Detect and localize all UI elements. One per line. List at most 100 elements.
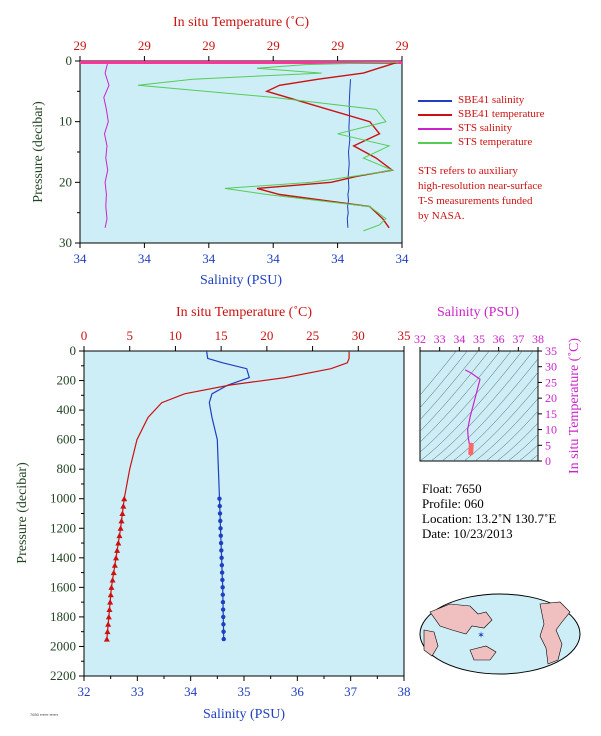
lower-y-tick-label: 1200 <box>50 520 76 535</box>
upper-plot-area <box>79 60 403 244</box>
float-info: Float: 7650 Profile: 060 Location: 13.2˚… <box>422 481 597 541</box>
world-map: ✶ <box>419 593 581 675</box>
footer-small-text: 7650 ▪▪▪▪▪▪ ▪▪▪▪▪▪ <box>30 712 59 717</box>
salinity-point <box>220 577 225 583</box>
ts-deep-point <box>468 442 474 448</box>
upper-y-tick-label: 10 <box>59 114 72 129</box>
salinity-point <box>221 622 226 627</box>
legend-swatch <box>418 142 452 144</box>
temperature-point <box>103 636 110 642</box>
density-contour <box>420 351 457 396</box>
density-contour <box>496 422 538 461</box>
lower-y-tick-label: 1800 <box>50 609 76 624</box>
upper-legend: SBE41 salinity SBE41 temperature STS sal… <box>418 94 598 154</box>
ts-right-tick-label: 15 <box>545 407 557 421</box>
upper-bottom-tick-label: 34 <box>202 251 216 266</box>
salinity-point <box>221 629 226 634</box>
note-line: high-resolution near-surface <box>418 180 543 192</box>
ts-top-axis-label: Salinity (PSU) <box>437 305 519 320</box>
note-line: T-S measurements funded <box>418 195 533 207</box>
temperature-point <box>107 599 114 605</box>
ts-top-tick-label: 34 <box>453 332 465 346</box>
lower-top-tick-label: 10 <box>169 328 182 343</box>
legend-label: SBE41 salinity <box>458 94 525 106</box>
temperature-point <box>116 532 123 539</box>
lower-y-tick-label: 0 <box>70 343 77 358</box>
lower-y-tick-label: 200 <box>57 373 77 388</box>
lower-bottom-tick-label: 35 <box>238 684 251 699</box>
ts-right-tick-label: 0 <box>545 454 551 468</box>
salinity-point <box>219 555 224 561</box>
temperature-point <box>121 495 128 502</box>
density-contour <box>463 385 538 461</box>
lower-bottom-tick-label: 36 <box>291 684 305 699</box>
upper-y-tick-label: 20 <box>59 174 72 189</box>
density-contour <box>420 351 501 443</box>
density-contour <box>485 410 538 461</box>
density-contour <box>430 351 534 461</box>
density-contour <box>529 454 538 461</box>
ts-right-tick-label: 35 <box>545 344 557 358</box>
salinity-point <box>219 563 225 568</box>
density-contour <box>518 444 538 461</box>
temperature-point <box>105 613 112 620</box>
ts-right-tick-label: 10 <box>545 423 557 437</box>
density-contour <box>420 351 468 409</box>
ts-top-tick-label: 33 <box>434 332 446 346</box>
salinity-point <box>221 614 226 620</box>
map-land-americas <box>539 601 571 665</box>
lower-chart: 32 33 34 35 36 37 38 0 5 10 15 20 25 30 35 0 200 400 600 80… <box>15 305 411 722</box>
salinity-point <box>217 503 222 509</box>
lower-top-tick-label: 20 <box>260 328 273 343</box>
temperature-point <box>118 517 125 524</box>
temperature-point <box>108 584 115 590</box>
salinity-point <box>220 592 226 597</box>
lower-top-tick-label: 5 <box>126 328 133 343</box>
note-line: STS refers to auxiliary <box>418 165 518 177</box>
salinity-point <box>218 518 223 524</box>
temperature-point <box>119 510 126 516</box>
lower-y-tick-label: 600 <box>57 432 77 447</box>
legend-swatch <box>418 128 452 130</box>
upper-bottom-axis-label: Salinity (PSU) <box>200 273 282 288</box>
temperature-point <box>104 628 111 635</box>
upper-top-tick-label: 29 <box>396 38 409 53</box>
temperature-point <box>107 591 114 598</box>
map-float-marker: ✶ <box>477 631 485 641</box>
temperature-point <box>110 569 117 576</box>
density-contour <box>420 351 512 453</box>
legend-label: SBE41 temperature <box>458 108 545 120</box>
salinity-point <box>218 540 224 546</box>
lower-top-tick-label: 15 <box>215 328 228 343</box>
upper-bottom-tick-label: 34 <box>74 251 88 266</box>
upper-bottom-tick-label: 34 <box>267 251 281 266</box>
map-land-africa <box>423 629 439 657</box>
salinity-point <box>219 548 224 553</box>
temperature-point <box>120 503 127 509</box>
density-contour <box>474 398 538 461</box>
lower-y-tick-label: 400 <box>57 402 77 417</box>
upper-bottom-tick-label: 34 <box>138 251 152 266</box>
series-sbe41-salinity <box>346 79 351 228</box>
upper-y-tick-label: 0 <box>66 53 73 68</box>
density-contour <box>452 371 538 461</box>
upper-bottom-tick-label: 34 <box>396 251 410 266</box>
ts-right-tick-label: 20 <box>545 391 557 405</box>
upper-top-tick-label: 29 <box>138 38 151 53</box>
upper-note: STS refers to auxiliary high-resolution … <box>418 164 598 224</box>
ts-top-tick-label: 36 <box>493 332 505 346</box>
salinity-point <box>220 585 225 590</box>
series-sts-temperature <box>137 61 399 232</box>
density-contour <box>441 358 538 461</box>
ts-right-tick-label: 5 <box>545 438 551 452</box>
lower-y-tick-label: 800 <box>57 461 77 476</box>
profile-number: Profile: 060 <box>422 496 484 511</box>
lower-y-tick-label: 2000 <box>50 638 76 653</box>
temperature-point <box>114 547 121 553</box>
lower-bottom-axis-label: Salinity (PSU) <box>203 707 285 722</box>
upper-y-axis-label: Pressure (decibar) <box>31 101 46 203</box>
lower-bottom-tick-label: 34 <box>184 684 198 699</box>
lower-plot-area <box>83 350 405 677</box>
